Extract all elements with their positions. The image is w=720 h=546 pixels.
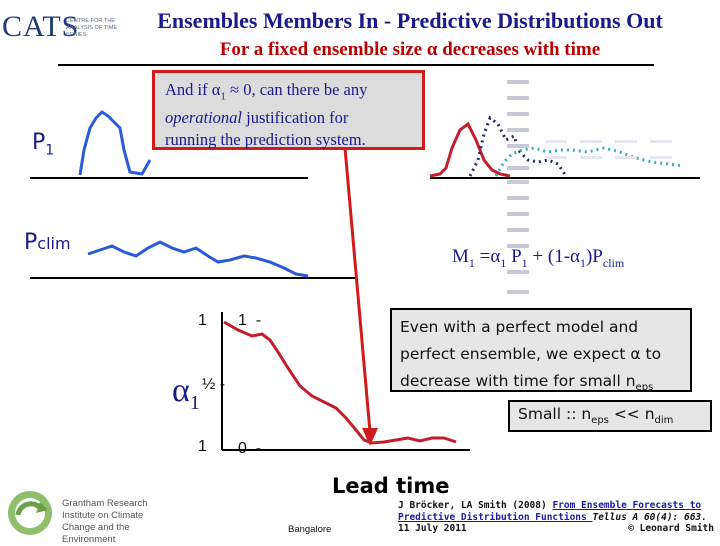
- alpha-tick-one: 1 -: [238, 312, 262, 329]
- p1-label: P1: [32, 130, 55, 159]
- callout-arrowhead: [362, 428, 378, 446]
- alpha-tick-left-top: 1: [198, 312, 207, 329]
- cats-logo-subtitle: CENTRE FOR THE ANALYSIS OF TIME SERIES: [66, 18, 118, 38]
- cats-logo: CATS CENTRE FOR THE ANALYSIS OF TIME SER…: [0, 4, 118, 50]
- alpha-tick-left-bottom: 1: [198, 438, 207, 455]
- citation-link-2[interactable]: Predictive Distribution Functions: [398, 511, 593, 523]
- pclim-curve: [87, 240, 309, 278]
- pclim-label: Pclim: [24, 230, 71, 255]
- citation-link[interactable]: From Ensemble Forecasts to: [552, 500, 702, 511]
- citation-line-1: J Bröcker, LA Smith (2008) From Ensemble…: [398, 500, 702, 511]
- perfect-model-note: Even with a perfect model and perfect en…: [390, 308, 692, 393]
- title-underline: [58, 64, 654, 66]
- alpha-tick-half: ½ -: [202, 376, 226, 393]
- alpha-axis-label: α1: [172, 372, 200, 414]
- note-line-3: decrease with time for small neps: [400, 372, 654, 394]
- note-line-1: Even with a perfect model and: [400, 318, 639, 336]
- citation-block: J Bröcker, LA Smith (2008) From Ensemble…: [398, 500, 718, 535]
- cats-logo-word: CATS: [2, 10, 80, 43]
- callout-line-1: And if α1 ≈ 0, can there be any: [165, 80, 368, 103]
- grantham-logo-icon: [8, 491, 52, 535]
- note-line-2: perfect ensemble, we expect α to: [400, 345, 662, 363]
- slide-subtitle: For a fixed ensemble size α decreases wi…: [219, 39, 601, 60]
- alpha-tick-zero: 0 -: [238, 440, 262, 457]
- alpha-decay-curve: [223, 320, 457, 445]
- grantham-institute-text: Grantham Research Institute on Climate C…: [62, 498, 148, 545]
- citation-line-3: 11 July 2011 © Leonard Smith: [398, 523, 714, 534]
- footer-location: Bangalore: [288, 524, 332, 535]
- p1-curve: [78, 110, 152, 176]
- teal-dotted-curve: [494, 146, 685, 177]
- callout-line-2: operational justification for: [165, 108, 349, 128]
- callout-arrow: [343, 147, 372, 433]
- slide-title: Ensembles Members In - Predictive Distri…: [157, 8, 663, 33]
- climatology-strips-light: [545, 140, 672, 159]
- alpha-zero-callout: And if α1 ≈ 0, can there be any operatio…: [152, 70, 425, 150]
- climatology-strips: [507, 80, 529, 294]
- mixture-equation: M1 =α1 P1 + (1-α1)Pclim: [452, 246, 625, 270]
- callout-line-3: running the prediction system.: [165, 130, 366, 150]
- small-ensemble-note: Small :: neps << ndim: [508, 400, 712, 432]
- citation-line-2: Predictive Distribution Functions Tellus…: [398, 511, 707, 523]
- lead-time-label: Lead time: [332, 474, 450, 498]
- red-forecast-curve: [429, 121, 511, 178]
